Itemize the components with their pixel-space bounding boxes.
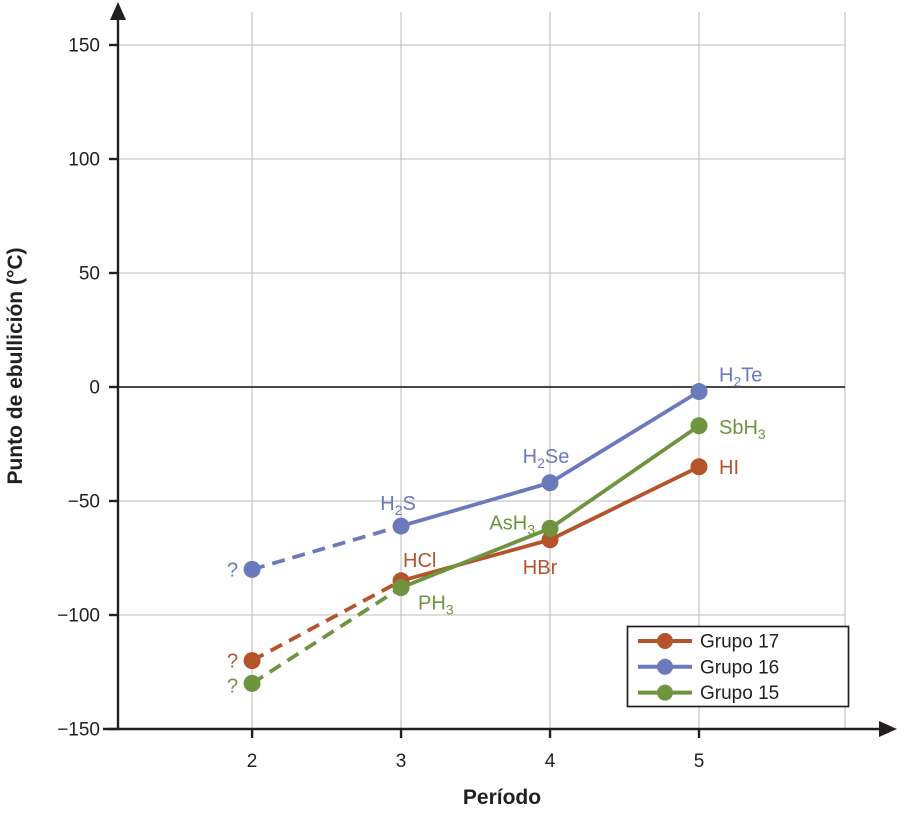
legend: Grupo 17 Grupo 16 Grupo 15 — [626, 625, 850, 708]
y-tick-label: 100 — [68, 150, 100, 171]
data-point — [243, 560, 261, 578]
point-label: H2S — [380, 493, 416, 518]
dashed-segment — [251, 586, 403, 685]
point-label: HCl — [403, 550, 436, 572]
dashed-segment — [251, 579, 402, 663]
y-tick-label: 150 — [68, 36, 100, 57]
x-tick-label: 2 — [247, 751, 258, 772]
point-label: ? — [227, 675, 238, 697]
y-tick-label: 0 — [89, 378, 100, 399]
point-label: ? — [227, 559, 238, 581]
point-label: SbH3 — [719, 417, 766, 442]
legend-label: Grupo 15 — [700, 683, 779, 704]
point-label: AsH3 — [489, 512, 535, 537]
legend-marker — [657, 658, 673, 675]
gridlines — [118, 12, 846, 729]
point-label: H2Se — [523, 446, 570, 471]
y-tick-label: −50 — [68, 492, 100, 513]
data-point — [243, 652, 261, 670]
series-grupo-15: ? PH3 AsH3 SbH3 — [227, 417, 766, 698]
legend-marker — [657, 684, 673, 701]
x-tick-label: 3 — [396, 751, 407, 772]
axes — [103, 10, 884, 738]
dashed-segment — [251, 524, 402, 572]
data-point — [690, 458, 708, 476]
point-label: HBr — [523, 557, 558, 579]
legend-label: Grupo 17 — [700, 632, 779, 653]
y-tick-label: −100 — [57, 606, 100, 627]
y-axis-title: Punto de ebullición (°C) — [4, 247, 27, 485]
data-point — [243, 674, 261, 692]
data-point — [690, 383, 708, 401]
point-label: H2Te — [719, 365, 762, 390]
series-grupo-16: ? H2S H2Se H2Te — [227, 365, 762, 582]
data-point — [541, 519, 559, 537]
legend-marker — [657, 633, 673, 649]
point-label: HI — [719, 457, 739, 479]
x-axis-title: Período — [462, 786, 542, 809]
data-point — [690, 417, 708, 435]
y-tick-label: 50 — [79, 264, 100, 285]
data-point — [392, 579, 410, 597]
x-tick-label: 4 — [545, 751, 556, 772]
y-axis-arrow — [110, 2, 126, 20]
data-point — [392, 517, 410, 535]
x-tick-label: 5 — [694, 751, 705, 772]
x-axis-arrow — [879, 721, 897, 737]
y-tick-label: −150 — [57, 720, 100, 741]
tick-labels: 150 100 50 0 −50 −100 −150 2 3 4 5 — [57, 36, 704, 773]
legend-label: Grupo 16 — [700, 657, 779, 678]
data-point — [541, 474, 559, 492]
point-label: PH3 — [418, 593, 454, 618]
point-label: ? — [227, 651, 238, 673]
